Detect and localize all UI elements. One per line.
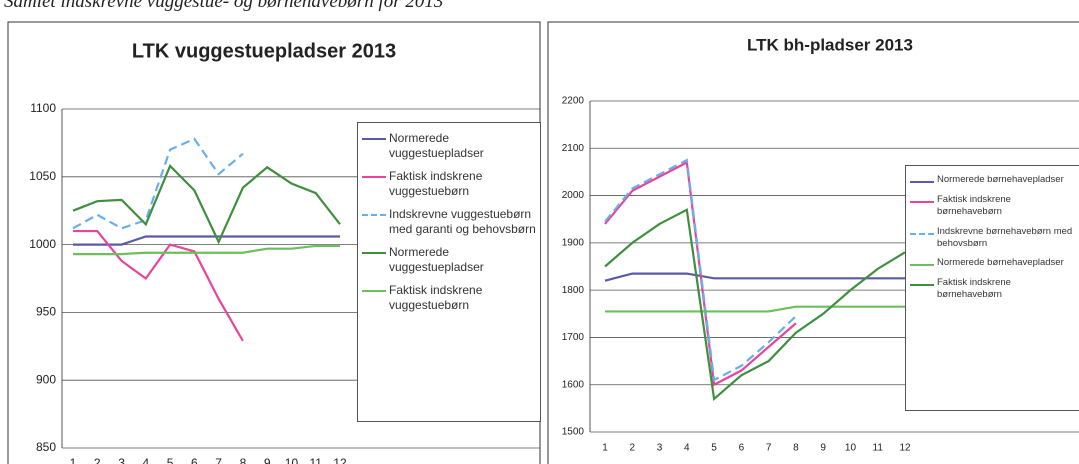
x-tick-label: 1 bbox=[602, 443, 608, 454]
x-tick-label: 10 bbox=[845, 443, 857, 454]
x-tick-label: 8 bbox=[240, 456, 247, 464]
legend-label: Normerede børnehavepladser bbox=[937, 257, 1064, 269]
legend-swatch bbox=[362, 138, 386, 140]
chart-title: LTK vuggestuepladser 2013 bbox=[132, 40, 396, 62]
x-tick-label: 6 bbox=[191, 456, 198, 464]
x-tick-label: 7 bbox=[766, 443, 772, 454]
x-tick-label: 9 bbox=[820, 443, 826, 454]
x-tick-label: 2 bbox=[94, 456, 101, 464]
legend-label: Indskrevne vuggestuebørn med garanti og … bbox=[389, 207, 536, 236]
caption: Samlet indskrevne vuggestue- og børnehav… bbox=[4, 0, 444, 12]
x-tick-label: 9 bbox=[264, 456, 271, 464]
series-line bbox=[605, 305, 905, 313]
legend-swatch bbox=[362, 214, 386, 216]
x-tick-label: 5 bbox=[711, 443, 717, 454]
x-tick-label: 5 bbox=[167, 456, 174, 464]
legend-swatch bbox=[910, 264, 934, 267]
legend-label: Faktisk indskrene vuggestuebørn bbox=[389, 283, 483, 312]
y-tick-label: 1000 bbox=[29, 237, 56, 251]
series-line bbox=[73, 244, 340, 256]
legend: Normerede børnehavepladser Faktisk indskr… bbox=[905, 165, 1079, 411]
y-tick-label: 1100 bbox=[30, 101, 56, 115]
y-tick-label: 1500 bbox=[562, 427, 585, 438]
x-tick-label: 12 bbox=[333, 456, 347, 464]
legend-item: Normerede børnehavepladser bbox=[910, 257, 1075, 269]
chart-frame bbox=[547, 21, 1079, 464]
x-tick-label: 4 bbox=[684, 443, 690, 454]
y-tick-label: 1800 bbox=[562, 285, 585, 296]
x-tick-label: 3 bbox=[118, 456, 125, 464]
y-tick-label: 1600 bbox=[562, 379, 585, 390]
legend-swatch bbox=[362, 290, 386, 292]
series-line bbox=[73, 229, 244, 342]
series-line bbox=[73, 235, 340, 246]
y-tick-label: 1050 bbox=[29, 169, 56, 183]
y-tick-label: 900 bbox=[36, 372, 56, 386]
legend-label: Indskrevne børnehavebørn med behovsbørn bbox=[937, 225, 1073, 249]
legend-item: Faktisk indskrene børnehavebørn bbox=[910, 194, 1075, 218]
x-tick-label: 12 bbox=[899, 443, 911, 454]
legend-swatch bbox=[910, 200, 934, 203]
series-line bbox=[72, 164, 341, 245]
series-line bbox=[604, 208, 906, 402]
y-tick-label: 1700 bbox=[562, 332, 585, 343]
legend-label: Normerede vuggestuepladser bbox=[389, 245, 484, 274]
y-tick-label: 2200 bbox=[562, 96, 585, 107]
y-tick-label: 1900 bbox=[562, 237, 585, 248]
legend-item: Indskrevne vuggestuebørn med garanti og … bbox=[362, 207, 536, 237]
legend-label: Faktisk indskrene børnehavebørn bbox=[937, 277, 1011, 301]
x-tick-label: 11 bbox=[873, 443, 884, 454]
series-line bbox=[604, 272, 905, 282]
legend-item: Faktisk indskrene vuggestuebørn bbox=[362, 169, 536, 199]
x-tick-label: 6 bbox=[739, 443, 745, 454]
legend-item: Normerede vuggestuepladser bbox=[362, 131, 536, 161]
legend-label: Faktisk indskrene vuggestuebørn bbox=[389, 169, 483, 198]
legend-item: Indskrevne børnehavebørn med behovsbørn bbox=[910, 226, 1075, 250]
x-tick-label: 7 bbox=[215, 456, 222, 464]
legend-swatch bbox=[910, 232, 934, 235]
x-tick-label: 4 bbox=[142, 456, 149, 464]
legend-swatch bbox=[910, 284, 934, 287]
y-tick-label: 2100 bbox=[562, 143, 585, 154]
x-tick-label: 2 bbox=[629, 443, 635, 454]
series-line bbox=[604, 158, 797, 382]
legend-item: Faktisk indskrene børnehavebørn bbox=[910, 277, 1075, 301]
legend-label: Normerede vuggestuepladser bbox=[389, 131, 484, 160]
legend: Normerede vuggestuepladser Faktisk indskr… bbox=[357, 122, 541, 422]
legend-item: Faktisk indskrene vuggestuebørn bbox=[362, 283, 536, 313]
legend-label: Normerede børnehavepladser bbox=[937, 174, 1064, 185]
legend-swatch bbox=[910, 181, 934, 183]
x-tick-label: 3 bbox=[657, 443, 663, 454]
legend-item: Normerede vuggestuepladser bbox=[362, 245, 536, 275]
y-tick-label: 950 bbox=[36, 305, 56, 319]
legend-item: Normerede børnehavepladser bbox=[910, 174, 1075, 186]
x-tick-label: 8 bbox=[793, 443, 799, 454]
x-tick-label: 1 bbox=[70, 456, 77, 464]
legend-swatch bbox=[362, 252, 386, 254]
y-tick-label: 2000 bbox=[562, 190, 585, 201]
legend-label: Faktisk indskrene børnehavebørn bbox=[937, 193, 1011, 217]
x-tick-label: 10 bbox=[285, 456, 299, 464]
y-tick-label: 850 bbox=[36, 440, 56, 454]
legend-swatch bbox=[362, 176, 386, 178]
chart-title: LTK bh-pladser 2013 bbox=[747, 35, 913, 54]
series-line bbox=[72, 137, 244, 230]
x-tick-label: 11 bbox=[309, 456, 322, 464]
